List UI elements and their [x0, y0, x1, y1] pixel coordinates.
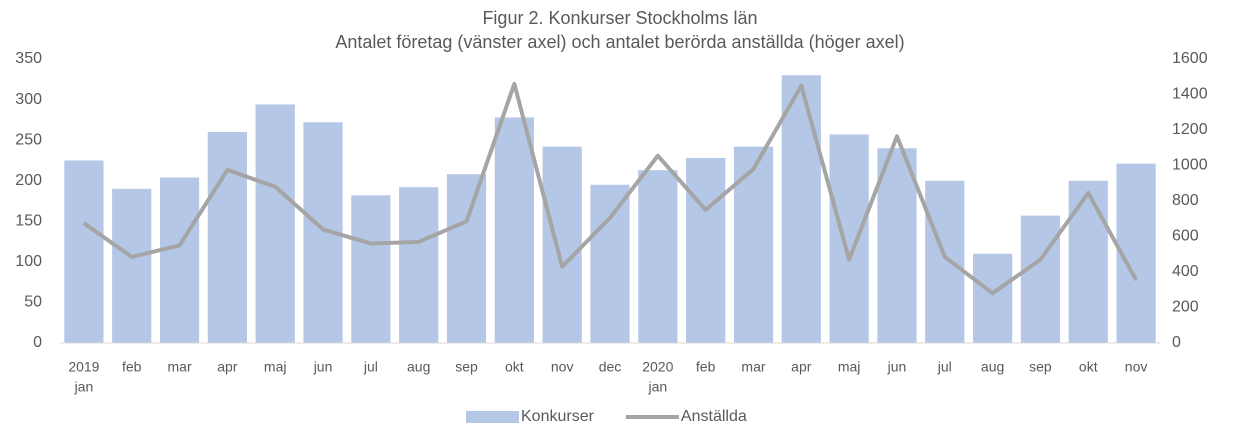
x-tick-label: mar [741, 359, 765, 375]
y2-tick-label: 1200 [1172, 121, 1208, 138]
bar [638, 170, 678, 343]
x-tick-label: 2019 [68, 359, 99, 375]
y2-tick-label: 400 [1172, 263, 1199, 280]
chart-title: Figur 2. Konkurser Stockholms län [482, 8, 757, 28]
y2-tick-label: 1000 [1172, 157, 1208, 174]
x-tick-label: jul [363, 359, 378, 375]
x-tick-label: feb [122, 359, 142, 375]
legend-label: Konkurser [521, 408, 595, 425]
bar [494, 117, 534, 344]
bar [351, 195, 391, 343]
y2-tick-label: 1600 [1172, 50, 1208, 67]
chart-subtitle: Antalet företag (vänster axel) och antal… [335, 32, 904, 52]
x-tick-label: nov [1125, 359, 1148, 375]
bar [255, 104, 295, 343]
bar [159, 177, 200, 343]
x-tick-label: 2020 [642, 359, 673, 375]
y-tick-label: 350 [15, 50, 42, 67]
y-tick-label: 0 [33, 334, 42, 351]
bar [446, 174, 487, 343]
x-tick-label: okt [1079, 359, 1098, 375]
bar [973, 253, 1013, 343]
bar [590, 184, 630, 343]
bar [542, 146, 582, 343]
x-tick-label: apr [791, 359, 812, 375]
bar [64, 160, 104, 343]
line [82, 81, 1138, 296]
bar [1068, 180, 1108, 343]
x-tick-label: dec [599, 359, 622, 375]
bar [686, 157, 726, 343]
x-tick-label: feb [696, 359, 716, 375]
y-tick-label: 150 [15, 213, 42, 230]
bar [877, 148, 917, 343]
y2-tick-label: 800 [1172, 192, 1199, 209]
y-tick-label: 250 [15, 131, 42, 148]
y-tick-label: 300 [15, 91, 42, 108]
x-tick-label: nov [551, 359, 574, 375]
x-tick-label: sep [1029, 359, 1052, 375]
bar [733, 146, 774, 343]
y2-tick-label: 1400 [1172, 86, 1208, 103]
bar [112, 188, 152, 343]
legend-label: Anställda [681, 408, 747, 425]
y2-tick-label: 600 [1172, 228, 1199, 245]
bar [1020, 215, 1061, 343]
x-tick-label: jan [647, 379, 667, 395]
bar [207, 132, 247, 343]
y2-tick-label: 200 [1172, 299, 1199, 316]
x-tick-label: jul [937, 359, 952, 375]
y-tick-label: 50 [24, 294, 42, 311]
bar [399, 187, 439, 343]
x-tick-label: sep [455, 359, 478, 375]
x-tick-label: mar [168, 359, 192, 375]
x-tick-label: okt [505, 359, 524, 375]
legend-swatch [466, 411, 519, 423]
x-tick-label: aug [981, 359, 1004, 375]
x-tick-label: jun [887, 359, 907, 375]
x-tick-label: apr [217, 359, 238, 375]
x-tick-label: jan [74, 379, 94, 395]
bar [781, 75, 821, 343]
x-tick-label: jun [313, 359, 333, 375]
y2-tick-label: 0 [1172, 334, 1181, 351]
y-tick-label: 100 [15, 253, 42, 270]
bar [925, 180, 965, 343]
x-tick-label: maj [264, 359, 287, 375]
x-tick-label: maj [838, 359, 861, 375]
y-tick-label: 200 [15, 172, 42, 189]
x-tick-label: aug [407, 359, 430, 375]
bar [829, 134, 869, 343]
